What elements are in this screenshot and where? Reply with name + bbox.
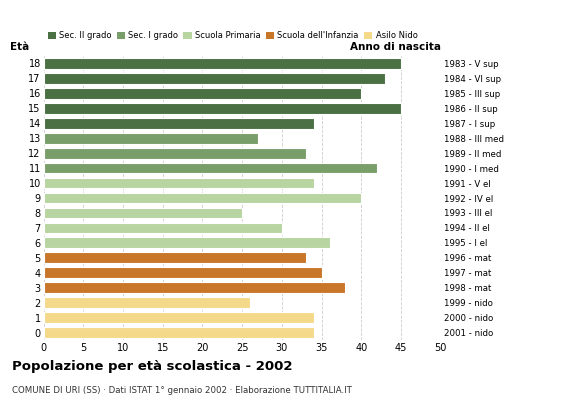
Text: Età: Età bbox=[10, 42, 29, 52]
Legend: Sec. II grado, Sec. I grado, Scuola Primaria, Scuola dell'Infanzia, Asilo Nido: Sec. II grado, Sec. I grado, Scuola Prim… bbox=[48, 32, 418, 40]
Bar bbox=[44, 193, 361, 203]
Bar bbox=[44, 118, 314, 129]
Bar bbox=[44, 267, 321, 278]
Bar bbox=[44, 133, 258, 144]
Bar bbox=[44, 58, 401, 69]
Text: COMUNE DI URI (SS) · Dati ISTAT 1° gennaio 2002 · Elaborazione TUTTITALIA.IT: COMUNE DI URI (SS) · Dati ISTAT 1° genna… bbox=[12, 386, 351, 395]
Bar bbox=[44, 252, 306, 263]
Bar bbox=[44, 238, 329, 248]
Bar bbox=[44, 163, 377, 174]
Bar bbox=[44, 73, 385, 84]
Text: Popolazione per età scolastica - 2002: Popolazione per età scolastica - 2002 bbox=[12, 360, 292, 373]
Bar bbox=[44, 327, 314, 338]
Text: Anno di nascita: Anno di nascita bbox=[350, 42, 441, 52]
Bar bbox=[44, 222, 282, 233]
Bar bbox=[44, 282, 346, 293]
Bar bbox=[44, 208, 242, 218]
Bar bbox=[44, 88, 361, 99]
Bar bbox=[44, 148, 306, 158]
Bar bbox=[44, 312, 314, 323]
Bar bbox=[44, 297, 250, 308]
Bar bbox=[44, 103, 401, 114]
Bar bbox=[44, 178, 314, 188]
